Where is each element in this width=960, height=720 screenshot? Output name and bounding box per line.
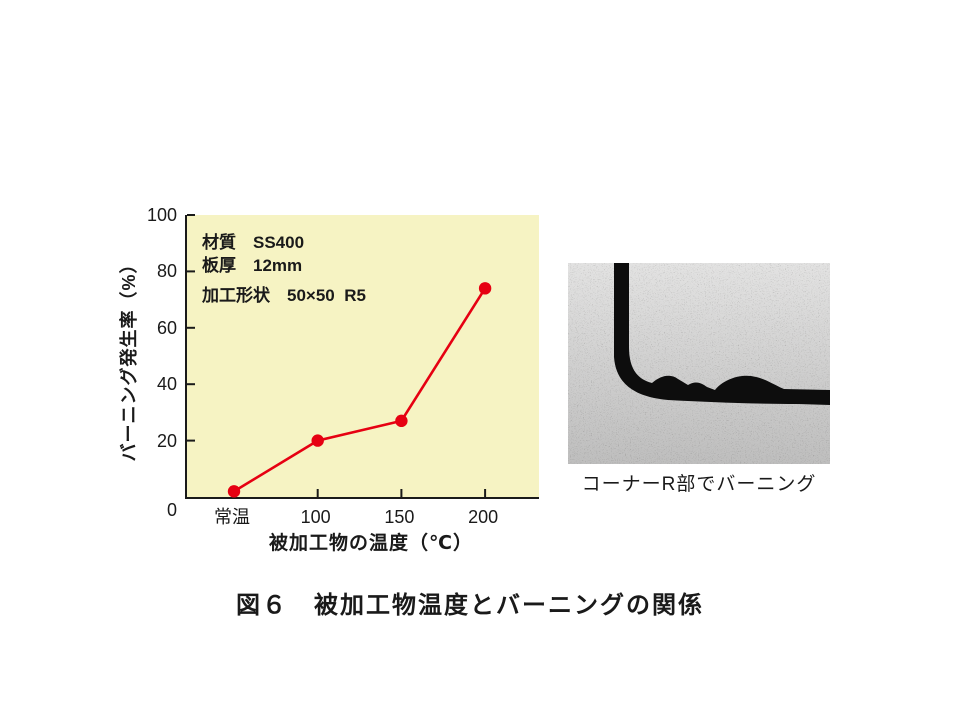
annotation-material: 材質 SS400	[202, 233, 305, 252]
data-point	[311, 434, 324, 447]
burning-cut-line	[614, 263, 830, 405]
x-tick-label: 100	[300, 507, 331, 527]
y-tick-label: 80	[156, 261, 177, 282]
y-tick-label: 100	[146, 205, 177, 225]
data-point	[395, 414, 408, 428]
y-tick-label: 40	[156, 374, 177, 395]
line-series	[187, 214, 539, 498]
data-point	[478, 282, 492, 295]
plot-area: 材質 SS400 板厚 12mm 加工形状 50×50 R5	[185, 214, 539, 499]
figure-caption: 図６ 被加工物温度とバーニングの関係	[236, 592, 704, 619]
y-tick-label: 0	[166, 500, 177, 520]
x-axis-title: 被加工物の温度（℃）	[268, 533, 473, 554]
y-tick-label: 60	[156, 317, 177, 338]
burning-photo	[568, 263, 830, 464]
x-tick-label: 常温	[214, 507, 250, 527]
series-line	[233, 287, 487, 493]
y-tick-label: 20	[156, 430, 177, 451]
photo-caption: コーナーR部でバーニング	[581, 474, 817, 495]
burning-photo-image	[568, 263, 830, 464]
x-tick-label: 200	[468, 507, 499, 527]
annotation-block: 材質 SS400 板厚 12mm 加工形状 50×50 R5	[202, 231, 366, 307]
data-point	[227, 485, 241, 498]
x-tick-label: 150	[384, 507, 415, 527]
annotation-shape: 加工形状 50×50 R5	[202, 286, 366, 305]
annotation-thickness: 板厚 12mm	[202, 256, 303, 275]
